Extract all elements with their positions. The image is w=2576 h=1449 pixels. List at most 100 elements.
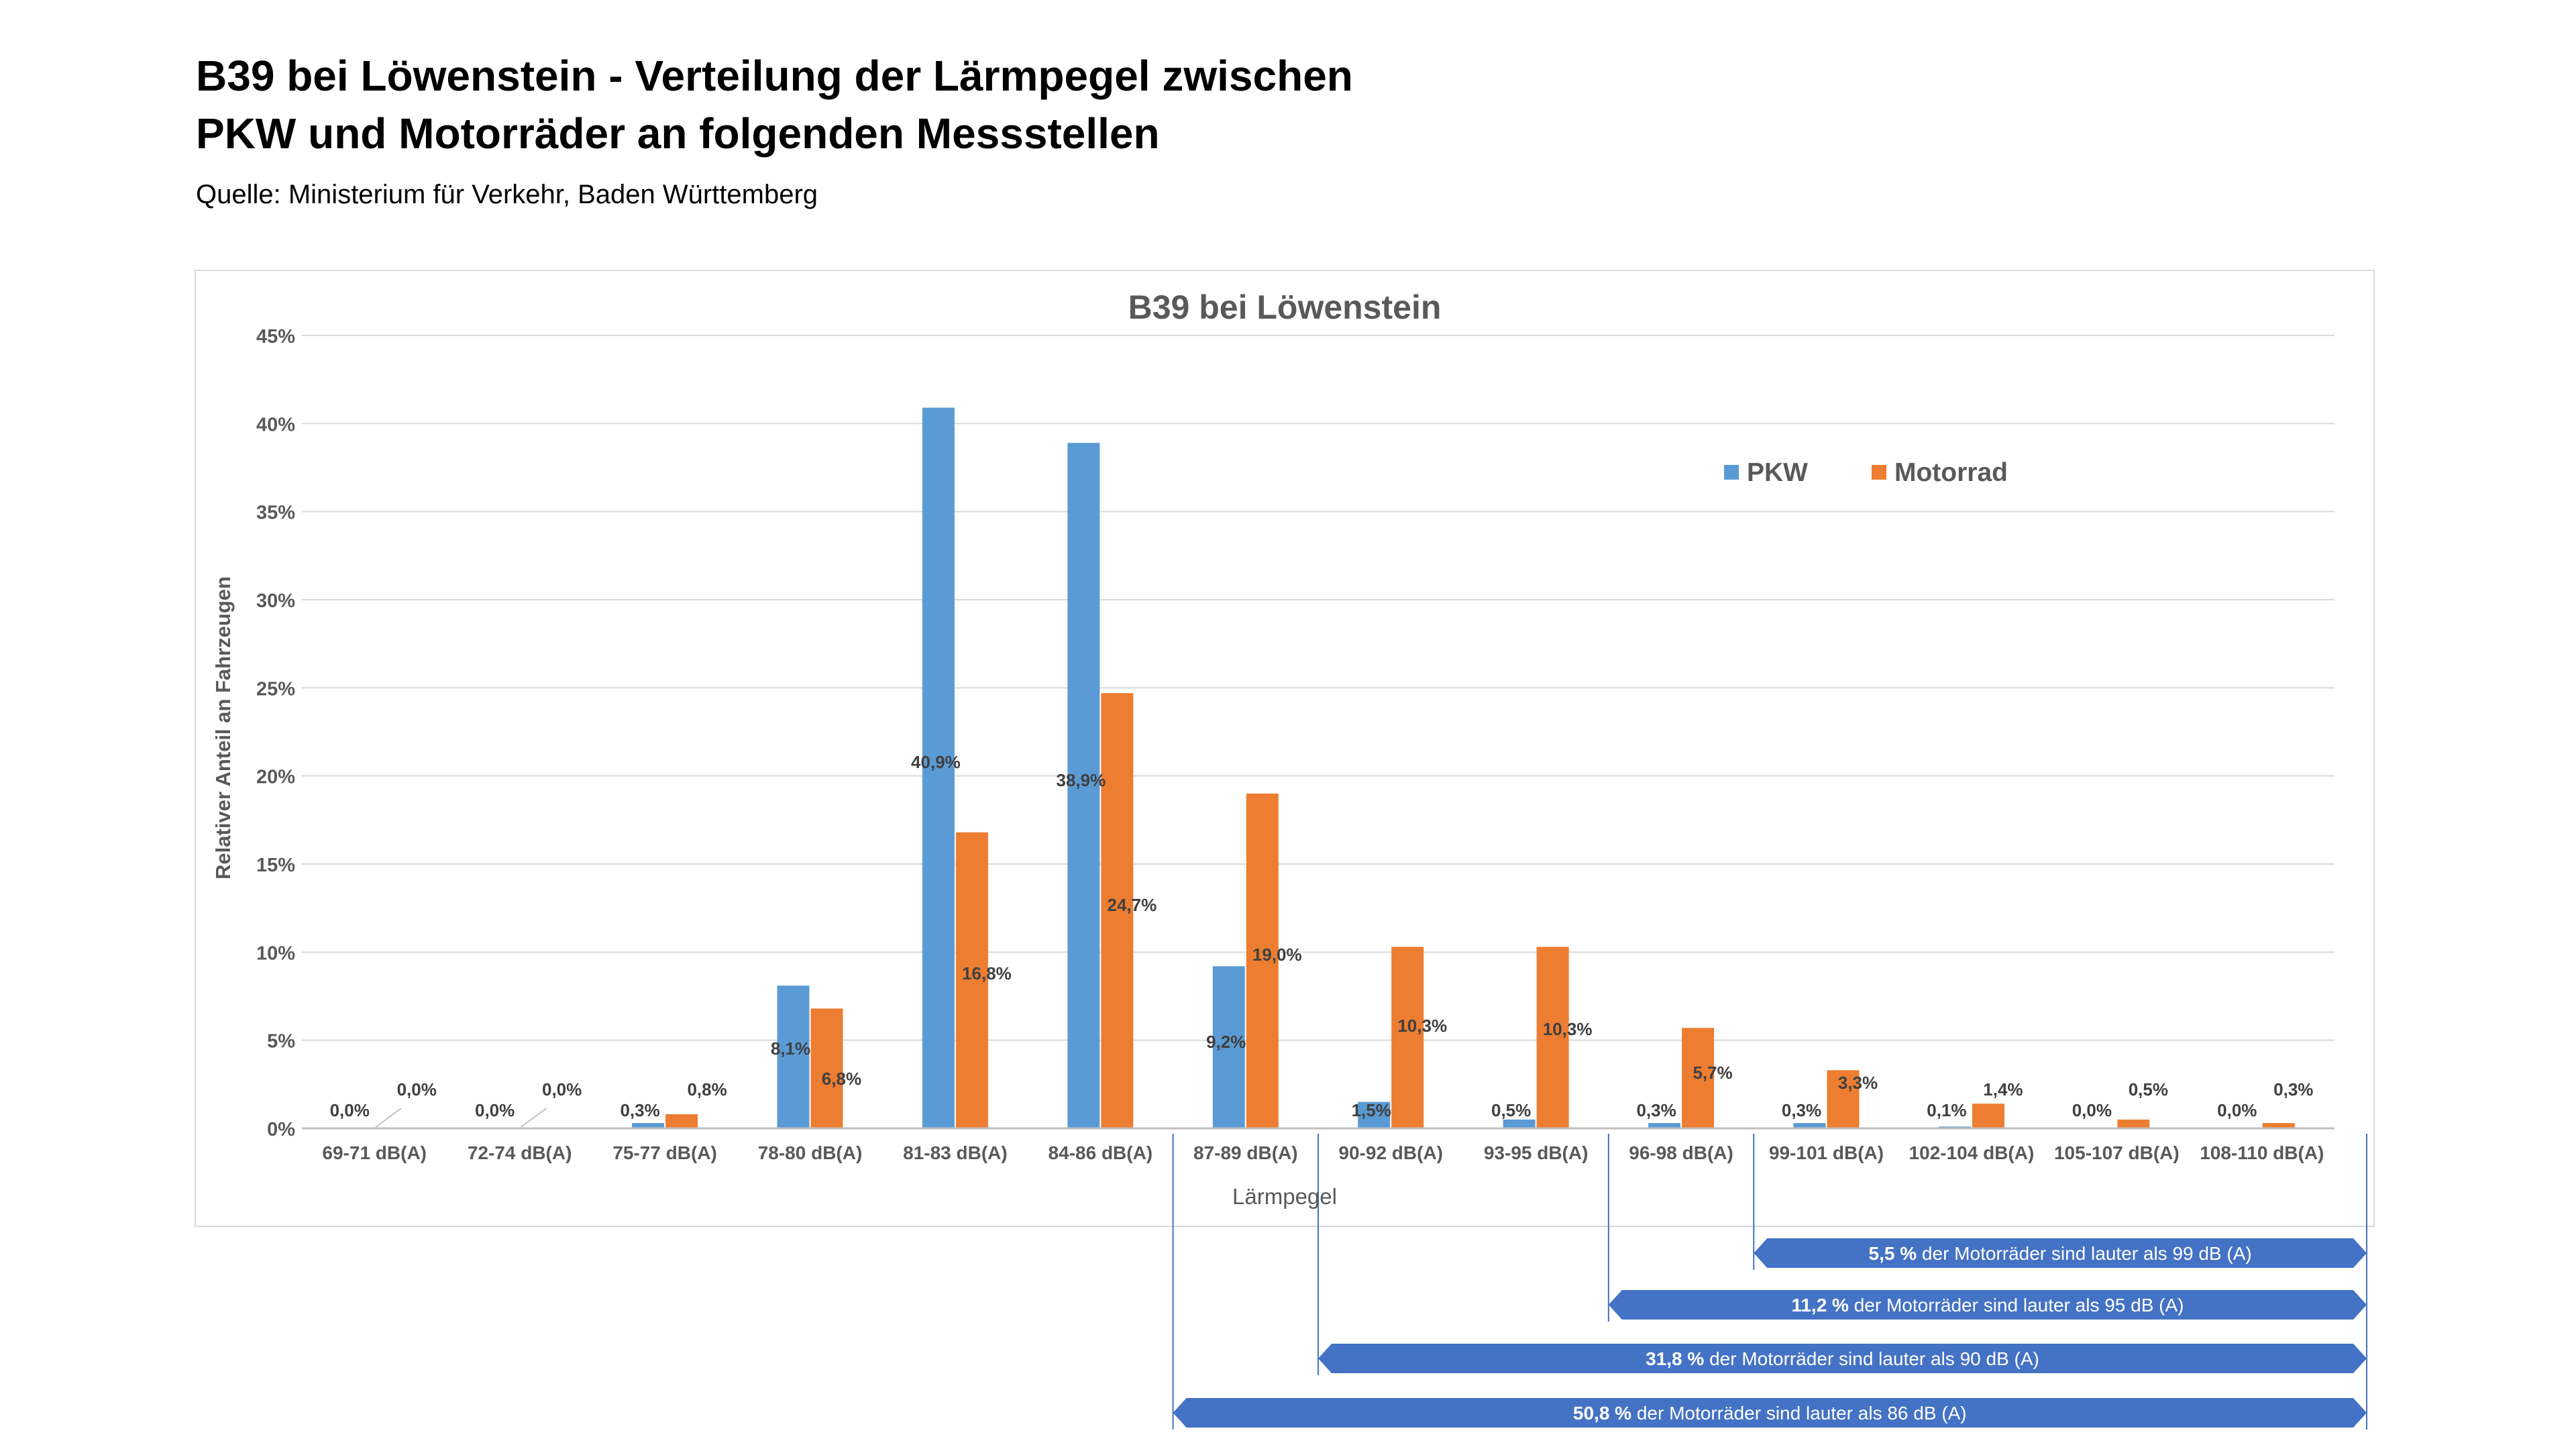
annotation-text: der Motorräder sind lauter als 99 dB (A) <box>1917 1243 2252 1264</box>
bar-motorrad <box>1536 947 1569 1128</box>
data-label-motorrad: 16,8% <box>962 963 1012 983</box>
y-tick-label: 10% <box>256 943 295 964</box>
x-tick-label: 81-83 dB(A) <box>903 1142 1008 1163</box>
bar-motorrad <box>1246 793 1279 1128</box>
y-axis-title: Relativer Anteil an Fahrzeugen <box>211 576 235 879</box>
data-label-pkw: 0,0% <box>330 1100 370 1120</box>
bar-pkw <box>1067 443 1100 1128</box>
legend: PKW Motorrad <box>1724 458 2008 487</box>
x-tick-label: 93-95 dB(A) <box>1484 1142 1589 1163</box>
y-tick-label: 45% <box>256 326 295 347</box>
x-tick-label: 96-98 dB(A) <box>1629 1142 1733 1163</box>
bar-motorrad <box>1391 947 1424 1128</box>
chart-frame <box>195 270 2375 1227</box>
bars <box>632 407 2295 1128</box>
annotation-text: der Motorräder sind lauter als 90 dB (A) <box>1704 1348 2039 1369</box>
bar-motorrad <box>1101 693 1134 1128</box>
annotation-percent: 31,8 % <box>1646 1348 1704 1369</box>
y-tick-label: 20% <box>256 767 295 788</box>
data-label-motorrad: 19,0% <box>1252 945 1302 965</box>
bar-motorrad <box>2262 1123 2295 1128</box>
y-tick-label: 25% <box>256 678 295 700</box>
data-label-motorrad: 10,3% <box>1397 1016 1447 1036</box>
data-label-pkw: 8,1% <box>771 1038 810 1059</box>
legend-label-motorrad: Motorrad <box>1894 458 2008 487</box>
bar-motorrad <box>810 1008 843 1128</box>
data-labels: 0,0% 0,0% 0,0% 0,0% 0,3% 0,8% 8,1% 6,8% 40,9% 16,… <box>330 752 2313 1128</box>
y-tick-label: 40% <box>256 414 295 435</box>
annotation-text: der Motorräder sind lauter als 86 dB (A) <box>1631 1403 1967 1424</box>
y-tick-label: 0% <box>267 1119 295 1140</box>
bar-pkw <box>1358 1102 1391 1128</box>
page-title: B39 bei Löwenstein - Verteilung der Lärm… <box>196 47 1940 162</box>
x-tick-label: 72-74 dB(A) <box>468 1142 572 1163</box>
annotation-percent: 5,5 % <box>1869 1243 1917 1264</box>
data-label-pkw: 40,9% <box>911 752 961 772</box>
bar-motorrad <box>1827 1070 1860 1128</box>
x-axis-title: Lärmpegel <box>1232 1184 1337 1209</box>
annotation-label: 5,5 % der Motorräder sind lauter als 99 … <box>1869 1243 2252 1264</box>
bar-motorrad <box>955 832 988 1128</box>
data-label-pkw: 0,0% <box>475 1100 515 1120</box>
x-tick-label: 102-104 dB(A) <box>1909 1142 2035 1163</box>
bar-motorrad <box>665 1114 698 1128</box>
data-label-motorrad: 5,7% <box>1693 1063 1732 1083</box>
source-note: Quelle: Ministerium für Verkehr, Baden W… <box>196 180 818 209</box>
bar-pkw <box>777 985 810 1128</box>
axes: 0% 5% 10% 15% 20% 25% 30% 35% 40% 45% 69-71 dB(A) 7… <box>256 326 2334 1163</box>
data-label-pkw: 1,5% <box>1352 1100 1391 1120</box>
legend-swatch-motorrad <box>1872 465 1886 480</box>
data-label-pkw: 0,0% <box>2072 1100 2112 1120</box>
annotation-label: 50,8 % der Motorräder sind lauter als 86… <box>1573 1403 1967 1424</box>
data-label-pkw: 0,0% <box>2217 1100 2257 1120</box>
y-tick-label: 5% <box>267 1031 295 1053</box>
annotation-arrow <box>1318 1344 2367 1373</box>
label-leader-line <box>521 1108 547 1128</box>
annotation-percent: 11,2 % <box>1791 1295 1849 1316</box>
y-tick-label: 35% <box>256 502 295 524</box>
bar-pkw <box>1212 966 1245 1128</box>
annotation-arrow <box>1173 1398 2367 1428</box>
data-label-motorrad: 0,8% <box>687 1079 727 1099</box>
bar-pkw <box>632 1123 665 1128</box>
x-tick-label: 78-80 dB(A) <box>758 1142 863 1163</box>
annotation-text: der Motorräder sind lauter als 95 dB (A) <box>1849 1295 2184 1316</box>
label-leader-line <box>375 1108 402 1128</box>
page-title-line-1: B39 bei Löwenstein - Verteilung der Lärm… <box>196 52 1353 100</box>
annotation-label: 11,2 % der Motorräder sind lauter als 95… <box>1791 1295 2184 1316</box>
data-label-motorrad: 24,7% <box>1107 895 1157 915</box>
annotation-arrow <box>1608 1290 2367 1320</box>
data-label-pkw: 0,3% <box>620 1100 659 1120</box>
x-tick-label: 105-107 dB(A) <box>2054 1142 2180 1163</box>
data-label-motorrad: 0,0% <box>542 1079 582 1099</box>
data-label-motorrad: 0,0% <box>397 1079 437 1099</box>
bar-motorrad <box>1682 1028 1715 1128</box>
bar-pkw <box>922 407 955 1128</box>
data-label-pkw: 9,2% <box>1206 1032 1246 1052</box>
x-tick-label: 87-89 dB(A) <box>1193 1142 1298 1163</box>
annotations: 5,5 % der Motorräder sind lauter als 99 … <box>1172 1134 2367 1430</box>
data-label-pkw: 0,1% <box>1927 1100 1966 1120</box>
bar-pkw <box>1793 1123 1826 1128</box>
annotation-label: 31,8 % der Motorräder sind lauter als 90… <box>1646 1348 2039 1369</box>
x-tick-label: 75-77 dB(A) <box>612 1142 717 1163</box>
data-label-motorrad: 1,4% <box>1983 1079 2023 1099</box>
data-label-motorrad: 3,3% <box>1838 1073 1878 1093</box>
data-label-pkw: 0,3% <box>1782 1100 1821 1120</box>
x-tick-label: 108-110 dB(A) <box>2200 1142 2324 1163</box>
data-label-motorrad: 6,8% <box>822 1069 861 1089</box>
bar-pkw <box>1503 1119 1536 1128</box>
page-title-line-2: PKW und Motorräder an folgenden Messstel… <box>196 109 1160 158</box>
data-label-pkw: 38,9% <box>1056 770 1106 790</box>
data-label-motorrad: 0,5% <box>2129 1079 2168 1099</box>
x-tick-label: 69-71 dB(A) <box>322 1142 427 1163</box>
bar-motorrad <box>1972 1104 2004 1128</box>
y-tick-label: 30% <box>256 590 295 612</box>
x-tick-label: 99-101 dB(A) <box>1769 1142 1884 1163</box>
x-tick-label: 84-86 dB(A) <box>1049 1142 1153 1163</box>
annotation-percent: 50,8 % <box>1573 1403 1631 1424</box>
legend-swatch-pkw <box>1724 465 1739 480</box>
chart-title: B39 bei Löwenstein <box>1128 288 1442 326</box>
data-label-motorrad: 10,3% <box>1543 1019 1593 1039</box>
